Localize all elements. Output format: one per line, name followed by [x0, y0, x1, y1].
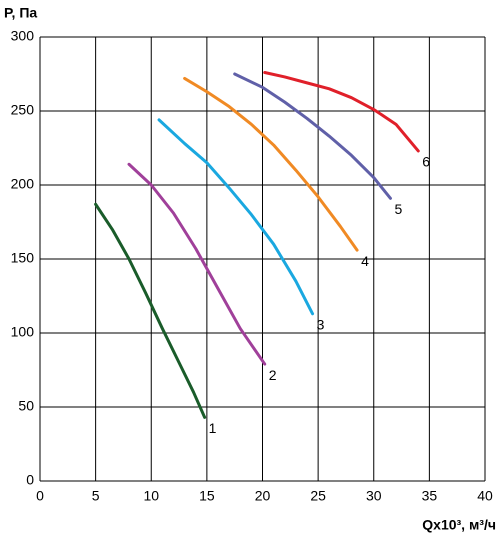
- x-tick-label: 20: [255, 488, 271, 504]
- y-axis-label: P, Па: [4, 5, 37, 21]
- series-label: 4: [361, 253, 369, 269]
- series-line: [233, 72, 392, 200]
- x-tick-label: 5: [92, 488, 100, 504]
- y-tick-label: 250: [11, 102, 35, 118]
- y-tick-label: 150: [11, 250, 35, 266]
- series-label: 1: [209, 420, 217, 436]
- series-label: 5: [394, 201, 402, 217]
- x-tick-label: 40: [477, 488, 493, 504]
- y-tick-label: 100: [11, 324, 35, 340]
- y-tick-label: 50: [18, 398, 34, 414]
- x-tick-label: 25: [310, 488, 326, 504]
- x-tick-label: 35: [422, 488, 438, 504]
- x-tick-label: 0: [36, 488, 44, 504]
- series-label: 2: [269, 367, 277, 383]
- series-line: [183, 76, 359, 252]
- x-tick-label: 15: [199, 488, 215, 504]
- series-line: [94, 202, 207, 419]
- series-label: 6: [422, 154, 430, 170]
- y-tick-label: 0: [26, 472, 34, 488]
- y-tick-label: 200: [11, 176, 35, 192]
- series-line: [157, 118, 315, 316]
- series-label: 3: [317, 316, 325, 332]
- series-line: [127, 162, 267, 366]
- x-tick-label: 30: [366, 488, 382, 504]
- x-axis-label: Qx10³, м³/ч: [422, 517, 496, 533]
- y-tick-label: 300: [11, 28, 35, 44]
- x-tick-label: 10: [143, 488, 159, 504]
- series-line: [263, 71, 420, 153]
